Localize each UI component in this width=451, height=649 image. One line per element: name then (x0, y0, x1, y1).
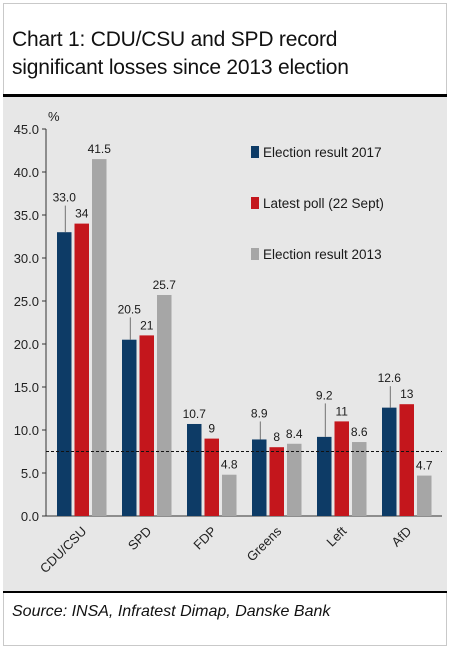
x-tick-label: CDU/CSU (37, 524, 89, 576)
footer-divider (3, 591, 447, 593)
y-tick-label: 5.0 (21, 466, 39, 481)
bar (74, 223, 89, 516)
bar (352, 442, 367, 516)
data-label: 8.6 (351, 425, 368, 439)
legend-label: Election result 2013 (263, 247, 382, 262)
chart-title-line-2: significant losses since 2013 election (12, 56, 349, 79)
bar (187, 423, 202, 516)
data-label: 20.5 (118, 302, 142, 316)
x-tick-label: Greens (244, 523, 285, 564)
y-tick-label: 10.0 (14, 423, 39, 438)
x-tick-label: SPD (125, 524, 155, 554)
bar (334, 421, 349, 516)
data-label: 4.8 (221, 458, 238, 472)
bar (92, 159, 107, 516)
legend-label: Latest poll (22 Sept) (263, 196, 384, 211)
data-label: 8 (273, 430, 280, 444)
data-label: 9 (208, 422, 215, 436)
x-tick-label: Left (323, 523, 349, 549)
data-label: 8.4 (286, 427, 303, 441)
y-axis-label: % (48, 109, 60, 124)
title-divider (3, 94, 447, 97)
y-tick-label: 40.0 (14, 165, 39, 180)
bar (157, 294, 172, 516)
bar (139, 335, 154, 516)
legend-label: Election result 2017 (263, 145, 382, 160)
y-tick-label: 30.0 (14, 251, 39, 266)
data-label: 33.0 (53, 191, 77, 205)
bar (382, 407, 397, 516)
data-label: 34 (75, 207, 89, 221)
data-label: 9.2 (316, 388, 333, 402)
bar (122, 339, 137, 516)
chart-title-line-1: Chart 1: CDU/CSU and SPD record (12, 28, 338, 51)
bar (287, 443, 302, 516)
x-tick-label: FDP (190, 524, 219, 553)
y-tick-label: 20.0 (14, 337, 39, 352)
y-tick-label: 0.0 (21, 509, 39, 524)
data-label: 21 (140, 318, 154, 332)
bar (204, 438, 219, 516)
legend-swatch (251, 197, 259, 209)
y-tick-label: 15.0 (14, 380, 39, 395)
data-label: 10.7 (183, 407, 207, 421)
bar (252, 439, 267, 516)
bar (269, 447, 284, 516)
y-tick-label: 25.0 (14, 294, 39, 309)
bar (417, 475, 432, 516)
data-label: 8.9 (251, 406, 268, 420)
data-label: 11 (336, 404, 349, 418)
data-label: 4.7 (416, 459, 433, 473)
legend-swatch (251, 248, 259, 260)
bar (399, 404, 414, 516)
bar (317, 436, 332, 516)
data-label: 12.6 (378, 371, 402, 385)
bar (222, 474, 237, 516)
chart-title: Chart 1: CDU/CSU and SPD record signific… (12, 26, 442, 82)
legend-swatch (251, 146, 259, 158)
x-tick-label: AfD (388, 524, 414, 550)
data-label: 41.5 (88, 142, 112, 156)
data-label: 13 (400, 387, 414, 401)
y-tick-label: 35.0 (14, 208, 39, 223)
bar (57, 232, 72, 516)
data-label: 25.7 (153, 278, 177, 292)
source-note: Source: INSA, Infratest Dimap, Danske Ba… (12, 603, 331, 620)
y-tick-label: 45.0 (14, 122, 39, 137)
